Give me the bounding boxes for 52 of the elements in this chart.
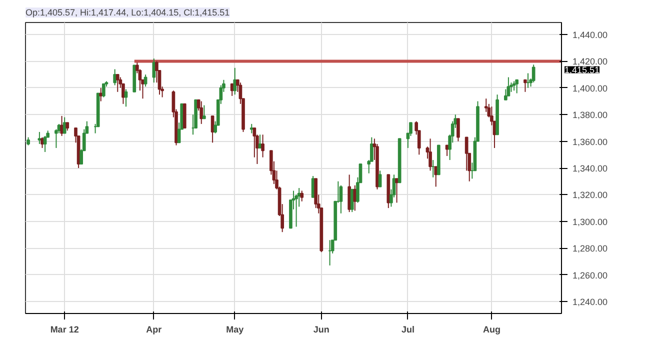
candlestick bbox=[152, 58, 156, 84]
candlestick bbox=[99, 87, 103, 102]
chart-title: Op:1,405.57, Hi:1,417.44, Lo:1,404.15, Cl:1,415.51 bbox=[26, 8, 230, 18]
candlestick bbox=[464, 136, 468, 172]
candlestick bbox=[506, 76, 510, 96]
candlestick bbox=[504, 88, 508, 100]
candlestick bbox=[200, 100, 204, 124]
candlestick bbox=[102, 83, 106, 98]
candlestick bbox=[532, 64, 536, 83]
candlestick bbox=[202, 104, 206, 120]
y-tick-label: 1,420.00 bbox=[572, 56, 608, 67]
candlestick bbox=[434, 166, 438, 188]
candlestick bbox=[233, 67, 237, 96]
y-tick-label: 1,320.00 bbox=[572, 190, 608, 200]
y-tick-label: 1,360.00 bbox=[572, 136, 608, 147]
candlestick bbox=[261, 134, 264, 158]
y-tick-label: 1,400.00 bbox=[572, 83, 608, 94]
candlestick bbox=[62, 116, 66, 134]
candlestick bbox=[60, 115, 64, 136]
candlestick bbox=[124, 88, 128, 108]
candlestick bbox=[395, 178, 398, 204]
text: 1,415.51 bbox=[564, 65, 600, 76]
candlestick bbox=[409, 122, 412, 136]
candlestick bbox=[348, 174, 352, 213]
candlestick bbox=[353, 184, 357, 212]
candlestick bbox=[456, 118, 460, 142]
y-tick-label: 1,440.00 bbox=[572, 30, 608, 40]
x-tick-label: Jun bbox=[313, 324, 330, 334]
candlestick bbox=[378, 170, 382, 188]
x-tick-label: Apr bbox=[146, 324, 162, 334]
candlestick bbox=[43, 135, 47, 152]
x-tick-label: Jul bbox=[401, 324, 414, 334]
x-tick-label: Mar 12 bbox=[50, 324, 79, 334]
candlestick bbox=[250, 123, 254, 134]
candlestick bbox=[339, 184, 343, 214]
y-tick-label: 1,380.00 bbox=[572, 110, 608, 120]
y-tick-label: 1,340.00 bbox=[572, 164, 608, 174]
candlestick bbox=[40, 136, 44, 148]
candlestick bbox=[116, 74, 120, 92]
candlestick bbox=[524, 79, 527, 92]
y-tick-label: 1,300.00 bbox=[572, 216, 608, 227]
y-tick-label: 1,240.00 bbox=[572, 296, 608, 307]
candlestick bbox=[144, 74, 148, 88]
candlestick bbox=[515, 79, 519, 94]
y-tick-label: 1,260.00 bbox=[572, 270, 608, 280]
candlestick bbox=[113, 68, 117, 86]
candlestick bbox=[300, 190, 304, 202]
y-tick-label: 1,280.00 bbox=[572, 244, 608, 254]
candlestick bbox=[428, 138, 432, 172]
x-tick-label: May bbox=[226, 324, 244, 334]
x-tick-label: Aug bbox=[482, 324, 500, 334]
candlestick bbox=[38, 131, 42, 144]
